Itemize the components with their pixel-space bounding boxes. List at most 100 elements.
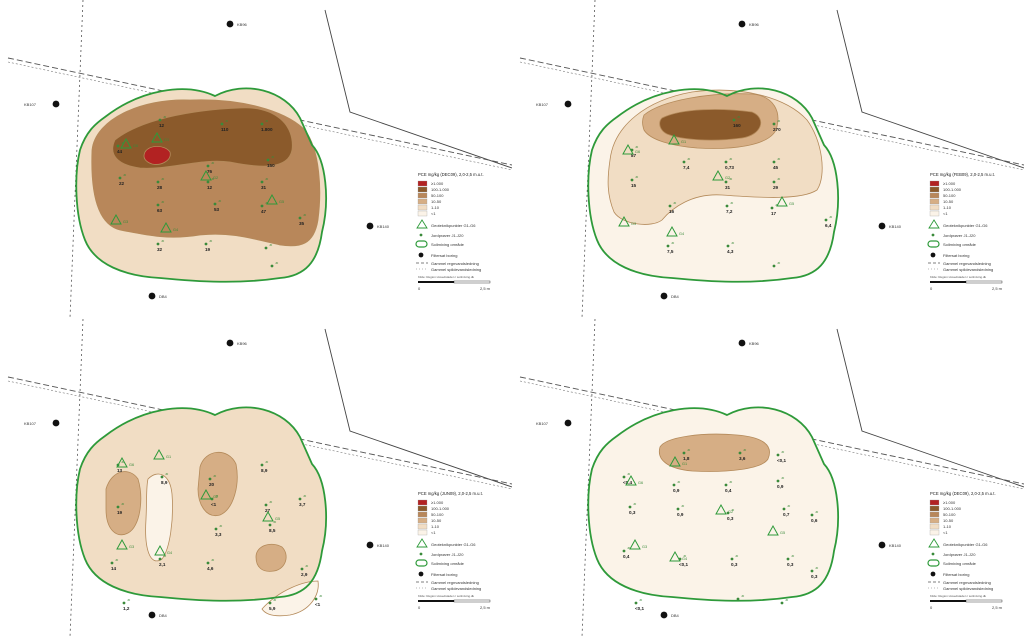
geotech-point-label: G1 [164,138,169,142]
well-label-kb140: KB140 [377,224,390,229]
well-label-kb107: KB107 [536,421,549,426]
sample-point-label: J0 [791,554,795,558]
geotech-point-icon [712,169,724,181]
sample-point-label: J0 [730,201,734,205]
sample-point-label: J0 [275,261,279,265]
legend-area-icon [927,559,940,567]
sample-point [213,202,217,206]
sample-value: 47 [261,209,267,214]
map-panel-2: KB96 KB107 KB140 DB4 J0 160 J0 270 J0 87 J0 7,4 J0 0,… [512,0,1024,318]
scale-start-label: 0 [930,286,933,291]
sample-value: 1,8 [683,456,690,461]
scale-bar-dark [930,600,966,602]
sample-point-label: J0 [735,554,739,558]
sample-point [726,511,730,515]
well-marker-kb96 [226,339,234,347]
geotech-point-label: G1 [166,455,171,459]
sample-point [298,216,302,220]
sample-point [156,203,160,207]
building-outline [836,328,1024,488]
scale-end-label: 2,5 m [992,605,1003,610]
geotech-point-icon [622,143,634,155]
map-panel-4: KB96 KB107 KB140 DB4 J0 1,8 J0 3,6 J0 <0,1 J0 <0,4 J… [512,319,1024,637]
sample-point [206,164,210,168]
map-canvas: KB96KB107KB140DB4J0160J0270J087J07,4J00,… [519,0,1024,318]
legend-sample-icon [931,552,935,556]
geotech-point-label: G5 [279,200,284,204]
sample-value: 7,4 [683,165,690,170]
geotech-point-icon [618,215,630,227]
sample-point [726,244,730,248]
legend-class-label: 10-50 [943,199,954,204]
building-outline [324,9,512,169]
sample-point-label: J0 [319,594,323,598]
map-panel-1: KB96 KB107 KB140 DB4 J0 12 J0 110 J0 1.800 J0 44 J0 7… [0,0,512,318]
sample-value: 3,6 [739,456,746,461]
sample-value: 4,6 [207,566,214,571]
sample-point [724,160,728,164]
sample-point [782,507,786,511]
legend-swatch [929,198,940,205]
sample-point-label: J0 [165,472,169,476]
sample-point [668,204,672,208]
sample-point-label: J0 [211,161,215,165]
legend-sample-icon [419,552,423,556]
legend-class-label: 10-50 [431,518,442,523]
soilmixing-area-outline [587,87,839,283]
geotech-point-label: G1 [682,462,687,466]
legend-class-label: 50-100 [943,193,956,198]
property-boundary-line [581,0,596,318]
legend: PCE mg/kg (DEC09), 2,0-2,5 m.u.t.≥1.0001… [415,172,491,291]
sample-point-label: J0 [743,448,747,452]
sample-point [732,118,736,122]
legend-class-label: 1-10 [431,524,440,529]
legend-well-label: Filtersat boring [943,253,969,258]
legend-class-label: 1-10 [431,205,440,210]
geotech-point-label: G2 [725,176,730,180]
geotech-point-label: G6 [133,144,138,148]
sample-point [630,178,634,182]
legend-well-label: Filtersat boring [943,572,969,577]
sample-value: 0,3 [787,562,794,567]
sample-value: 45 [773,165,779,170]
scale-bar-light [965,280,1003,284]
sample-point [810,513,814,517]
sample-point-label: J0 [741,594,745,598]
legend-sample-icon [931,233,935,237]
legend-geotech-icon [416,219,428,229]
sample-point [122,601,126,605]
geotech-point-label: G2 [213,176,218,180]
sample-point-label: J0 [777,157,781,161]
geotech-point-icon [120,137,132,149]
well-label-kb96: KB96 [749,341,760,346]
sample-point [824,218,828,222]
sample-point-label: J0 [121,502,125,506]
legend-well-icon [418,571,424,577]
geotech-point-label: G2 [728,510,733,514]
scale-bar-light [453,599,491,603]
sample-point [770,206,774,210]
sample-value: 12 [159,123,165,128]
sample-point-label: J0 [218,199,222,203]
well-marker-kb107 [52,100,60,108]
geotech-point-icon [669,455,681,467]
sample-point [776,453,780,457]
well-marker-kb140 [366,222,374,230]
sample-point [260,204,264,208]
legend-sample-icon [419,233,423,237]
legend-swatch [417,511,428,518]
sample-value: 0,73 [725,165,734,170]
scale-end-label: 2,5 m [480,605,491,610]
sample-point [118,176,122,180]
sample-point [298,497,302,501]
legend-waste-label: Gammel spildevandsledning [943,586,993,591]
sample-point [622,549,626,553]
sample-point-label: J0 [677,480,681,484]
sample-point-label: J0 [775,203,779,207]
legend-area-icon [415,240,428,248]
well-label-kb96: KB96 [749,22,760,27]
sample-value: 1.800 [261,127,273,132]
legend-class-label: 100-1.000 [943,506,962,511]
sample-value: 22 [119,181,125,186]
